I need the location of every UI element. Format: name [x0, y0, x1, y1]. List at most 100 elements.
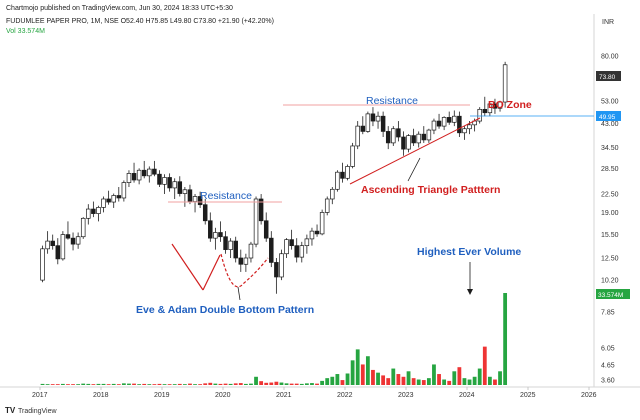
volume-bar [249, 383, 253, 385]
volume-bar [457, 367, 462, 385]
volume-bar [188, 383, 192, 385]
volume-bar [477, 368, 482, 385]
volume-bar [452, 371, 457, 385]
volume-bar [127, 383, 131, 385]
candle [131, 162, 137, 183]
double-bottom-label: Eve & Adam Double Bottom Pattern [136, 304, 314, 316]
candle [70, 232, 76, 251]
time-tick-label: 2021 [276, 392, 292, 399]
volume-bar [376, 372, 380, 385]
time-tick-label: 2020 [215, 392, 231, 399]
candle [314, 224, 320, 237]
candle [406, 134, 411, 153]
volume-bar [401, 376, 406, 385]
candle [426, 128, 432, 143]
volume-bar [223, 383, 228, 385]
candle [136, 168, 142, 185]
volume-bar [432, 364, 436, 385]
volume-bar [66, 384, 70, 385]
candle [482, 96, 488, 117]
volume-bar [121, 383, 126, 385]
candle [263, 212, 269, 242]
price-tick-label: 80.00 [601, 54, 619, 61]
candle [96, 205, 101, 222]
time-tick-label: 2023 [398, 392, 414, 399]
volume-bar [284, 383, 289, 385]
volume-bar [259, 381, 264, 385]
candle [121, 180, 127, 202]
time-tick-label: 2025 [520, 392, 536, 399]
volume-bar [269, 382, 274, 385]
volume-bar [60, 383, 65, 385]
volume-bar [71, 384, 75, 385]
volume-bar [381, 375, 386, 385]
candle [416, 131, 421, 148]
candle [248, 241, 254, 263]
candle [228, 238, 233, 258]
price-tick-label: 19.00 [601, 210, 619, 217]
tradingview-logo: TV TradingView [5, 406, 57, 415]
volume-bar [482, 346, 487, 385]
volume-bar [279, 382, 284, 385]
volume-bar [472, 376, 477, 385]
volume-bar [310, 383, 314, 385]
volume-bar [76, 384, 81, 385]
volume-bar [106, 384, 111, 385]
volume-bar [391, 368, 396, 385]
candle [375, 111, 381, 129]
svg-text:49.95: 49.95 [599, 114, 616, 121]
candle [75, 232, 81, 249]
volume-bar [45, 384, 50, 385]
volume-bar [493, 379, 497, 385]
price-tick-label: 28.50 [601, 166, 619, 173]
candle [370, 107, 376, 127]
candle [452, 110, 457, 127]
candle [233, 236, 238, 263]
volume-bar [40, 383, 45, 385]
candle [111, 193, 116, 208]
candle [213, 227, 218, 250]
candle [157, 170, 162, 188]
tradingview-logo-mark: TV [5, 406, 16, 415]
volume-bar [264, 382, 269, 385]
candle [457, 111, 462, 138]
candle [391, 126, 396, 146]
candle [253, 196, 259, 248]
marked-price-badge: 49.95 [596, 111, 621, 121]
volume-badge: 33.574M [596, 289, 630, 299]
svg-text:33.574M: 33.574M [598, 292, 623, 299]
volume-bar [218, 383, 223, 385]
time-axis-ticks: 2017 2018 2019 2020 2021 2022 2023 2024 2025 2026 [32, 387, 597, 399]
candle [497, 100, 503, 112]
candle [462, 126, 467, 140]
candle [55, 238, 61, 265]
volume-bar [426, 378, 431, 385]
volume-bar [137, 384, 142, 385]
volume-bar [116, 384, 121, 385]
currency-label: INR [602, 19, 614, 26]
candle [86, 204, 91, 225]
volume-bar [294, 383, 299, 385]
volume-bar [177, 383, 182, 385]
volume-bar [325, 378, 330, 385]
candle [80, 217, 86, 239]
candle [365, 111, 371, 133]
volume-bars [40, 293, 508, 385]
symbol-line: FUDUMLEE PAPER PRO, 1M, NSE O52.40 H75.8… [6, 18, 274, 25]
candle [309, 227, 315, 246]
bo-zone-label: BO Zone [488, 99, 532, 111]
time-tick-label: 2018 [93, 392, 109, 399]
candle [304, 234, 310, 254]
candle [65, 221, 71, 240]
candle [324, 196, 330, 216]
volume-bar [462, 378, 467, 385]
eve-left-leg [171, 243, 204, 291]
candle [126, 170, 132, 188]
volume-bar [421, 380, 426, 385]
volume-bar [238, 383, 243, 385]
volume-bar [228, 383, 233, 385]
price-tick-label: 22.50 [601, 192, 619, 199]
time-tick-label: 2017 [32, 392, 48, 399]
time-tick-label: 2022 [337, 392, 353, 399]
